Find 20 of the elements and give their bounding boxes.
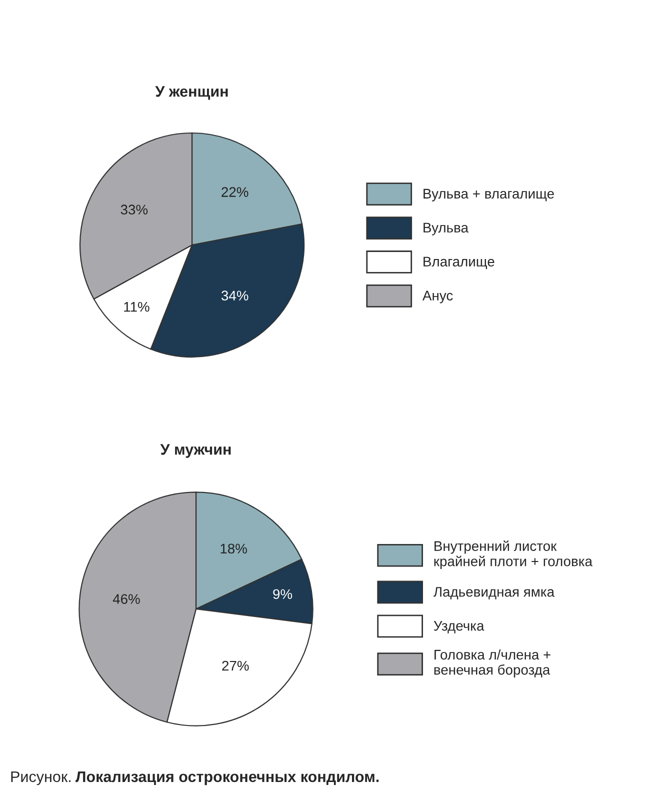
legend-label: Внутренний листок крайней плоти + головка [434, 540, 592, 569]
text: Локализация остроконечных кондилом. [76, 771, 379, 786]
data-label: 34% [221, 290, 248, 301]
chart-title: У мужчин [160, 444, 231, 458]
legend-label: Вульва + влагалище [424, 188, 554, 202]
chart-title: У женщин [155, 86, 228, 100]
data-label: 33% [120, 204, 148, 215]
legend-label: Анус [422, 290, 453, 304]
data-label: 11% [124, 302, 150, 312]
data-label: 9% [273, 589, 292, 600]
text: Рисунок. [11, 771, 70, 786]
data-label: 18% [220, 544, 247, 554]
legend-label: Ладьевидная ямка [434, 587, 555, 600]
legend-label: Уздечка [434, 621, 484, 634]
legend-label: Вульва [424, 222, 468, 236]
data-label: 46% [112, 594, 140, 604]
legend-label: Головка л/члена + венечная борозда [434, 649, 550, 678]
legend-label: Влагалище [424, 256, 494, 270]
data-label: 22% [222, 187, 248, 197]
data-label: 27% [222, 660, 249, 671]
